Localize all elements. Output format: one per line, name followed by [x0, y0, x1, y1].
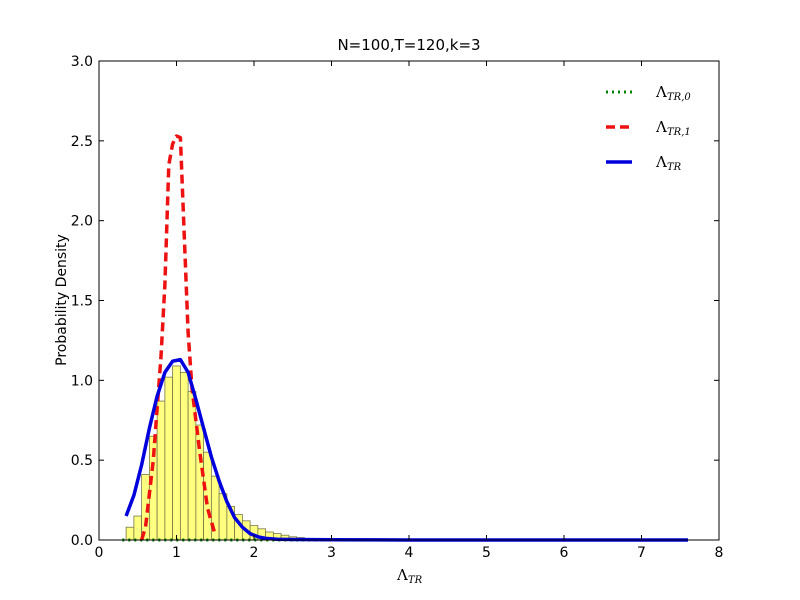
x-tick-label: 4 — [405, 545, 414, 561]
x-tick-label: 8 — [715, 545, 724, 561]
histogram-bar — [125, 526, 135, 541]
x-tick-label: 7 — [637, 545, 646, 561]
y-tick-label: 3.0 — [71, 54, 93, 70]
x-axis-label-subscript: TR — [408, 575, 423, 586]
legend: Λ TR,0Λ TR,1Λ TR — [606, 83, 691, 173]
x-axis-label: Λ TR — [396, 566, 423, 586]
histogram-bar — [156, 400, 166, 541]
legend-label-subscript: TR — [667, 162, 682, 173]
legend-label-subscript: TR,0 — [667, 92, 691, 103]
legend-entry-0: Λ TR,0 — [606, 83, 691, 103]
histogram-bar — [164, 376, 174, 541]
x-tick-label: 0 — [95, 545, 104, 561]
y-axis-label: Probability Density — [54, 234, 70, 366]
chart-title: N=100,T=120,k=3 — [337, 36, 480, 54]
histogram-bar — [179, 371, 189, 541]
y-tick-label: 1.0 — [71, 373, 93, 389]
series-line-1 — [139, 134, 217, 541]
legend-label-symbol: Λ — [655, 153, 667, 171]
y-tick-label: 2.5 — [71, 134, 93, 150]
x-tick-label: 5 — [482, 545, 491, 561]
histogram-bar — [133, 515, 143, 541]
y-tick-label: 2.0 — [71, 214, 93, 230]
x-axis-ticks: 0 1 2 3 4 5 6 7 8 — [95, 61, 724, 561]
histogram-bar — [172, 365, 181, 541]
x-tick-label: 1 — [172, 545, 181, 561]
x-axis-label-symbol: Λ — [396, 566, 408, 584]
legend-entry-1: Λ TR,1 — [606, 118, 691, 138]
legend-label-symbol: Λ — [655, 83, 667, 101]
y-tick-label: 1.5 — [71, 294, 93, 310]
legend-label-symbol: Λ — [655, 118, 667, 136]
y-tick-label: 0.5 — [71, 453, 93, 469]
y-axis-ticks: 0.0 0.5 1.0 1.5 2.0 2.5 3.0 — [71, 54, 719, 549]
x-tick-label: 3 — [327, 545, 336, 561]
legend-entry-2: Λ TR — [606, 153, 682, 173]
y-tick-label: 0.0 — [71, 533, 93, 549]
x-tick-label: 6 — [560, 545, 569, 561]
legend-label-subscript: TR,1 — [667, 127, 691, 138]
x-tick-label: 2 — [250, 545, 259, 561]
